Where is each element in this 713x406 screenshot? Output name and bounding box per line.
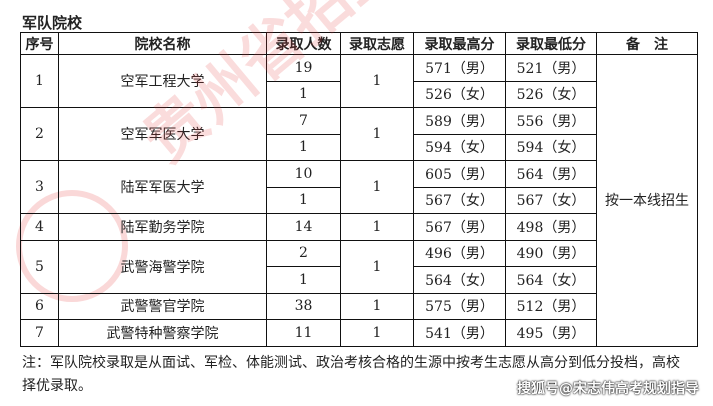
source-credit: 搜狐号@宋志伟高考规划指导 bbox=[517, 381, 699, 397]
admission-choice: 1 bbox=[340, 239, 414, 294]
row-number: 1 bbox=[20, 54, 59, 108]
table-row: 1 564（女） 564（女） bbox=[21, 266, 698, 294]
max-score: 594（女） bbox=[413, 133, 506, 161]
admitted-count: 1 bbox=[266, 133, 341, 161]
admitted-count: 19 bbox=[266, 54, 341, 82]
column-header: 录取人数 bbox=[266, 32, 341, 55]
footnote: 注：军队院校录取是从面试、军检、体能测试、政治考核合格的生源中按考生志愿从高分到… bbox=[22, 355, 680, 394]
column-header: 序号 bbox=[20, 32, 59, 55]
admission-choice: 1 bbox=[340, 213, 414, 241]
admission-choice: 1 bbox=[340, 319, 414, 347]
min-score: 521（男） bbox=[505, 54, 597, 82]
min-score: 567（女） bbox=[505, 186, 597, 214]
school-name: 武警特种警察学院 bbox=[58, 319, 267, 347]
column-header: 录取最低分 bbox=[505, 32, 597, 55]
min-score: 495（男） bbox=[505, 319, 597, 347]
admission-choice: 1 bbox=[340, 54, 414, 108]
max-score: 571（男） bbox=[413, 54, 506, 82]
max-score: 567（男） bbox=[413, 213, 506, 241]
table-row: 7 武警特种警察学院 11 1 541（男） 495（男） bbox=[20, 319, 698, 347]
row-number: 5 bbox=[20, 239, 59, 294]
table-row: 1 526（女） 526（女） bbox=[21, 80, 698, 108]
max-score: 496（男） bbox=[413, 239, 506, 267]
max-score: 575（男） bbox=[413, 292, 506, 320]
min-score: 526（女） bbox=[505, 80, 597, 108]
max-score: 526（女） bbox=[413, 80, 506, 108]
section-title: 军队院校 bbox=[22, 14, 83, 32]
max-score: 589（男） bbox=[413, 107, 506, 135]
table-row: 3 陆军军医大学 10 1 605（男） 564（男） bbox=[20, 160, 698, 214]
table-row: 1 594（女） 594（女） bbox=[21, 133, 698, 161]
row-number: 6 bbox=[20, 292, 59, 320]
admitted-count: 2 bbox=[266, 239, 341, 267]
table-row: 4 陆军勤务学院 14 1 567（男） 498（男） bbox=[20, 213, 698, 241]
school-name: 武警海警学院 bbox=[58, 239, 267, 294]
school-name: 陆军军医大学 bbox=[58, 160, 267, 214]
school-name: 武警警官学院 bbox=[58, 292, 267, 320]
max-score: 567（女） bbox=[413, 186, 506, 214]
admitted-count: 1 bbox=[266, 266, 341, 294]
min-score: 564（女） bbox=[505, 266, 597, 294]
min-score: 594（女） bbox=[505, 133, 597, 161]
admission-choice: 1 bbox=[340, 160, 414, 214]
table-header: 序号 院校名称 录取人数 录取志愿 录取最高分 录取最低分备 注 bbox=[20, 32, 698, 55]
school-name: 空军工程大学 bbox=[58, 54, 267, 108]
table-row: 6 武警警官学院 38 1 575（男） 512（男） bbox=[20, 292, 698, 320]
min-score: 512（男） bbox=[505, 292, 597, 320]
admission-choice: 1 bbox=[340, 107, 414, 161]
table-row: 1 空军工程大学 19 1 571（男） 521（男） 按一本线招生 bbox=[20, 54, 698, 347]
admission-choice: 1 bbox=[340, 292, 414, 320]
remark-cell: 按一本线招生 bbox=[596, 54, 698, 347]
column-header: 录取志愿 bbox=[340, 32, 414, 55]
school-name: 陆军勤务学院 bbox=[58, 213, 267, 241]
admitted-count: 14 bbox=[266, 213, 341, 241]
min-score: 498（男） bbox=[505, 213, 597, 241]
max-score: 564（女） bbox=[413, 266, 506, 294]
admitted-count: 11 bbox=[266, 319, 341, 347]
max-score: 605（男） bbox=[413, 160, 506, 188]
column-header: 录取最高分 bbox=[413, 32, 506, 55]
min-score: 490（男） bbox=[505, 239, 597, 267]
column-header: 备 注 bbox=[596, 32, 698, 55]
admitted-count: 10 bbox=[266, 160, 341, 188]
column-header: 院校名称 bbox=[58, 32, 267, 55]
row-number: 3 bbox=[20, 160, 59, 214]
admitted-count: 7 bbox=[266, 107, 341, 135]
admitted-count: 1 bbox=[266, 80, 341, 108]
table-row: 1 567（女） 567（女） bbox=[21, 186, 698, 214]
admitted-count: 38 bbox=[266, 292, 341, 320]
row-number: 7 bbox=[20, 319, 59, 347]
row-number: 4 bbox=[20, 213, 59, 241]
table-row: 2 空军军医大学 7 1 589（男） 556（男） bbox=[20, 107, 698, 161]
admission-table: 序号 院校名称 录取人数 录取志愿 录取最高分 录取最低分备 注 1 空军工程大学 19 1 57… bbox=[20, 32, 698, 347]
row-number: 2 bbox=[20, 107, 59, 161]
max-score: 541（男） bbox=[413, 319, 506, 347]
school-name: 空军军医大学 bbox=[58, 107, 267, 161]
admitted-count: 1 bbox=[266, 186, 341, 214]
min-score: 556（男） bbox=[505, 107, 597, 135]
table-row: 5 武警海警学院 2 1 496（男） 490（男） bbox=[20, 239, 698, 294]
min-score: 564（男） bbox=[505, 160, 597, 188]
